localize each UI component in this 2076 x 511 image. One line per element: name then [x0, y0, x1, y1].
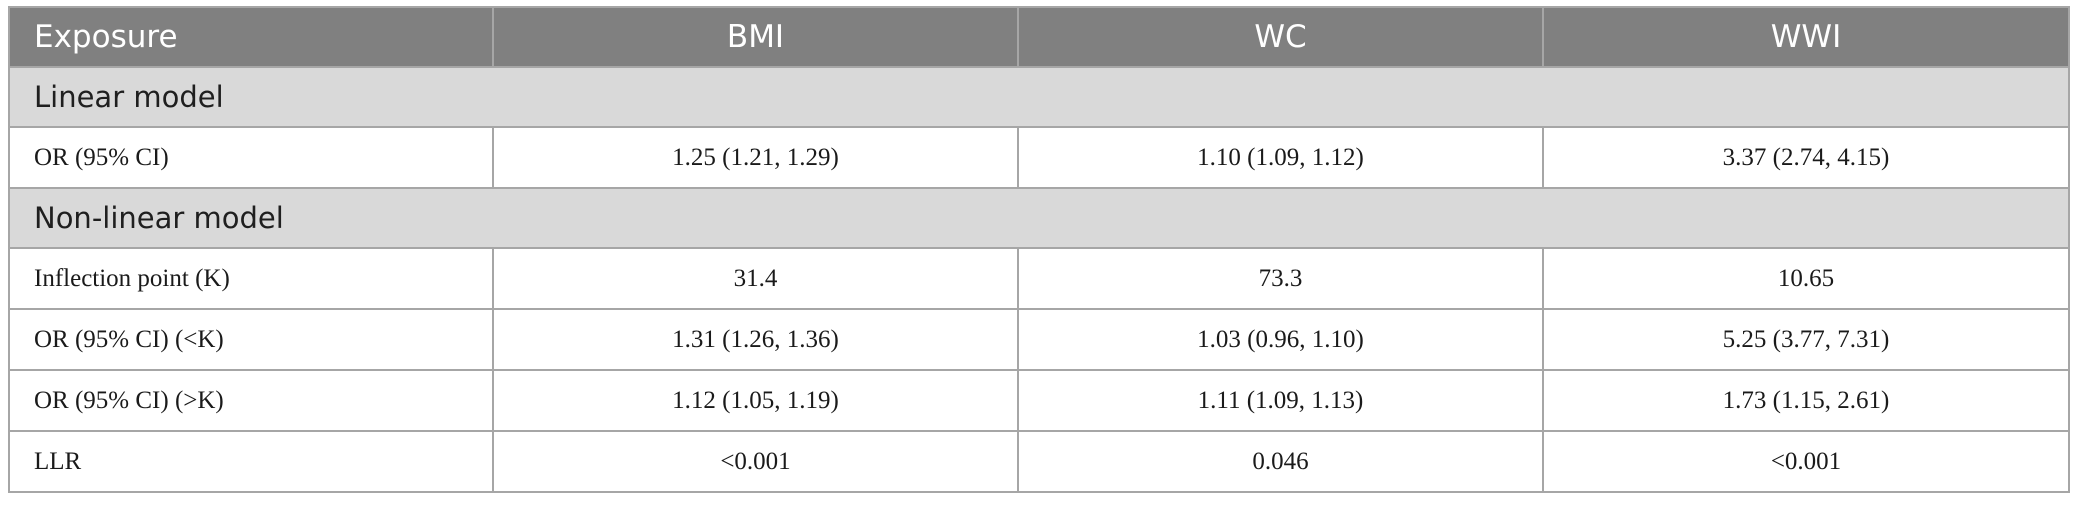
cell-wc: 1.03 (0.96, 1.10) — [1017, 308, 1544, 371]
row-label: LLR — [8, 430, 494, 493]
header-wwi: WWI — [1542, 6, 2070, 68]
cell-wc: 73.3 — [1017, 247, 1544, 310]
table-body: Linear model OR (95% CI) 1.25 (1.21, 1.2… — [8, 66, 2070, 493]
row-label: OR (95% CI) (<K) — [8, 308, 494, 371]
table-row: OR (95% CI) (<K) 1.31 (1.26, 1.36) 1.03 … — [8, 308, 2070, 371]
results-table: Exposure BMI WC WWI Linear model OR (95%… — [8, 6, 2070, 493]
section-title: Non-linear model — [8, 187, 2070, 249]
cell-bmi: 1.25 (1.21, 1.29) — [492, 126, 1019, 189]
row-label: OR (95% CI) — [8, 126, 494, 189]
section-row-linear: Linear model — [8, 66, 2070, 128]
section-title: Linear model — [8, 66, 2070, 128]
row-label: OR (95% CI) (>K) — [8, 369, 494, 432]
cell-wc: 1.11 (1.09, 1.13) — [1017, 369, 1544, 432]
cell-wwi: 3.37 (2.74, 4.15) — [1542, 126, 2070, 189]
cell-wwi: 5.25 (3.77, 7.31) — [1542, 308, 2070, 371]
table-header: Exposure BMI WC WWI — [8, 6, 2070, 68]
cell-bmi: <0.001 — [492, 430, 1019, 493]
cell-wwi: 1.73 (1.15, 2.61) — [1542, 369, 2070, 432]
header-exposure: Exposure — [8, 6, 494, 68]
cell-bmi: 31.4 — [492, 247, 1019, 310]
table-row: OR (95% CI) 1.25 (1.21, 1.29) 1.10 (1.09… — [8, 126, 2070, 189]
table-row: LLR <0.001 0.046 <0.001 — [8, 430, 2070, 493]
table-row: OR (95% CI) (>K) 1.12 (1.05, 1.19) 1.11 … — [8, 369, 2070, 432]
cell-wwi: <0.001 — [1542, 430, 2070, 493]
cell-wc: 0.046 — [1017, 430, 1544, 493]
cell-wwi: 10.65 — [1542, 247, 2070, 310]
header-wc: WC — [1017, 6, 1544, 68]
table-row: Inflection point (K) 31.4 73.3 10.65 — [8, 247, 2070, 310]
cell-bmi: 1.12 (1.05, 1.19) — [492, 369, 1019, 432]
header-bmi: BMI — [492, 6, 1019, 68]
section-row-nonlinear: Non-linear model — [8, 187, 2070, 249]
cell-bmi: 1.31 (1.26, 1.36) — [492, 308, 1019, 371]
header-row: Exposure BMI WC WWI — [8, 6, 2070, 68]
row-label: Inflection point (K) — [8, 247, 494, 310]
cell-wc: 1.10 (1.09, 1.12) — [1017, 126, 1544, 189]
